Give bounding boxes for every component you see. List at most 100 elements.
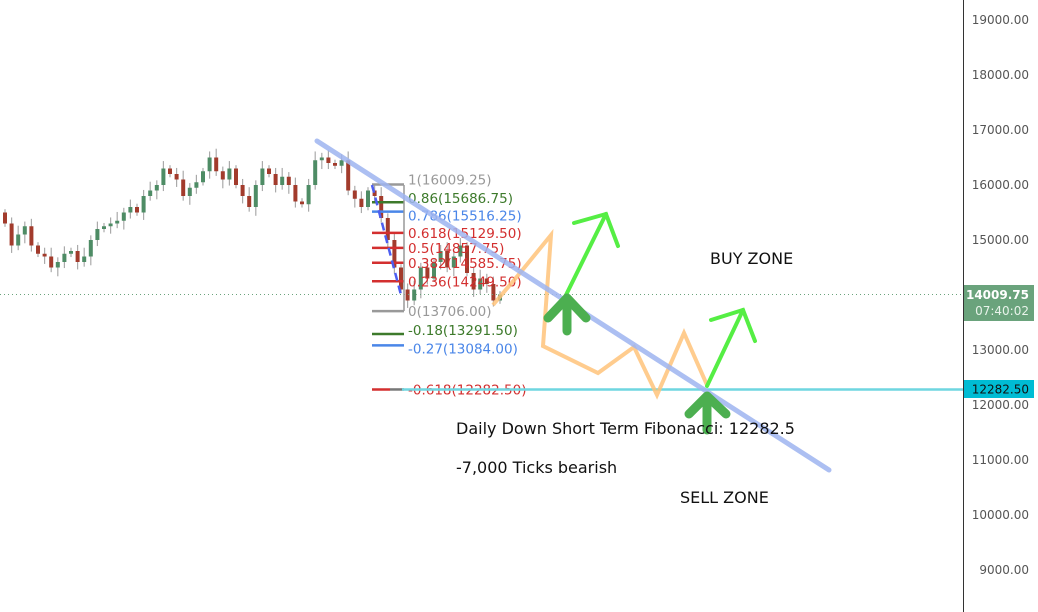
- fib-trend-dashed-line: [370, 184, 403, 296]
- y-tick-label: 9000.00: [979, 563, 1029, 577]
- candle: [313, 160, 318, 185]
- fib-level-label: -0.18(13291.50): [408, 323, 518, 339]
- candle: [108, 223, 113, 227]
- y-tick-label: 15000.00: [972, 233, 1029, 247]
- countdown-value: 07:40:02: [975, 304, 1029, 318]
- y-tick-label: 17000.00: [972, 123, 1029, 137]
- candle: [346, 160, 351, 191]
- candle: [220, 171, 225, 180]
- candle: [247, 196, 252, 207]
- candle: [280, 176, 285, 185]
- fib-level-label: 0.382(14585.75): [408, 256, 522, 272]
- candle: [75, 251, 80, 262]
- candle: [29, 226, 34, 246]
- candle: [3, 212, 7, 224]
- candle: [359, 198, 364, 207]
- fibonacci-retracement[interactable]: 1(16009.25)0.86(15686.75)0.786(15516.25)…: [372, 172, 526, 398]
- candle: [478, 278, 483, 290]
- candle: [333, 163, 337, 166]
- candle: [22, 226, 27, 235]
- candles: [3, 148, 502, 308]
- candle: [62, 253, 67, 262]
- fib-level-label: 0.236(14249.50): [408, 274, 522, 290]
- candle: [88, 240, 93, 257]
- candle: [267, 168, 271, 174]
- candle: [187, 187, 192, 196]
- candle: [234, 168, 238, 185]
- candle: [438, 251, 443, 262]
- candle: [366, 190, 370, 207]
- candle: [181, 179, 186, 196]
- candle: [458, 245, 463, 257]
- candle: [306, 185, 311, 205]
- candle: [286, 176, 291, 185]
- candle: [121, 212, 126, 221]
- last-price-value: 14009.75: [966, 288, 1029, 302]
- price-axis[interactable]: 19000.00 18000.00 17000.00 16000.00 15000.00…: [972, 13, 1029, 577]
- candle: [253, 185, 258, 207]
- candle: [260, 168, 265, 185]
- y-tick-label: 13000.00: [972, 343, 1029, 357]
- candle: [491, 284, 496, 301]
- candle: [240, 185, 245, 196]
- candle: [55, 262, 60, 268]
- candle: [128, 207, 133, 213]
- sell-zone-label: SELL ZONE: [680, 488, 769, 507]
- y-tick-label: 19000.00: [972, 13, 1029, 27]
- candle: [432, 262, 436, 279]
- candle: [372, 190, 377, 196]
- candle: [194, 182, 199, 188]
- candle: [385, 218, 390, 240]
- fib-level-label: -0.27(13084.00): [408, 341, 518, 357]
- y-tick-label: 12000.00: [972, 398, 1029, 412]
- candle: [293, 185, 298, 202]
- candle: [399, 267, 403, 290]
- y-tick-label: 16000.00: [972, 178, 1029, 192]
- candle: [214, 157, 219, 172]
- big-up-arrow-2[interactable]: [684, 391, 731, 435]
- candle: [148, 190, 153, 196]
- candle: [405, 289, 410, 301]
- candle: [352, 190, 357, 199]
- candle: [115, 220, 120, 224]
- fib-note-label: Daily Down Short Term Fibonacci: 12282.5: [456, 419, 795, 438]
- candle: [168, 168, 172, 174]
- ticks-note-label: -7,000 Ticks bearish: [456, 458, 617, 477]
- candle: [339, 160, 344, 166]
- candle: [161, 168, 166, 185]
- big-up-arrow-1[interactable]: [543, 293, 591, 336]
- candle: [471, 273, 476, 290]
- candle: [16, 234, 21, 246]
- candle: [174, 174, 179, 180]
- y-tick-label: 10000.00: [972, 508, 1029, 522]
- candle: [445, 251, 450, 268]
- candle: [412, 289, 417, 301]
- y-tick-label: 11000.00: [972, 453, 1029, 467]
- candle: [82, 256, 87, 262]
- candle: [300, 201, 304, 205]
- candle: [465, 245, 469, 273]
- candle: [201, 171, 205, 183]
- candle: [154, 185, 159, 191]
- candle: [42, 253, 47, 257]
- candle: [207, 157, 212, 172]
- candle: [392, 240, 397, 268]
- candle: [319, 157, 324, 161]
- candle: [273, 174, 278, 185]
- y-tick-label: 18000.00: [972, 68, 1029, 82]
- candle: [9, 223, 14, 246]
- projection-zigzag[interactable]: [491, 228, 709, 400]
- target-price-badge: 12282.50: [964, 380, 1034, 398]
- candle: [135, 207, 139, 213]
- green-arrow-2[interactable]: [705, 307, 757, 388]
- green-arrow-1[interactable]: [564, 211, 620, 297]
- candle: [379, 196, 384, 218]
- fib-level-label: 0(13706.00): [408, 304, 492, 320]
- candle: [36, 245, 40, 254]
- candle: [418, 267, 423, 290]
- candle: [49, 256, 54, 268]
- candle: [95, 229, 100, 240]
- candle: [102, 226, 106, 229]
- candle: [141, 196, 146, 213]
